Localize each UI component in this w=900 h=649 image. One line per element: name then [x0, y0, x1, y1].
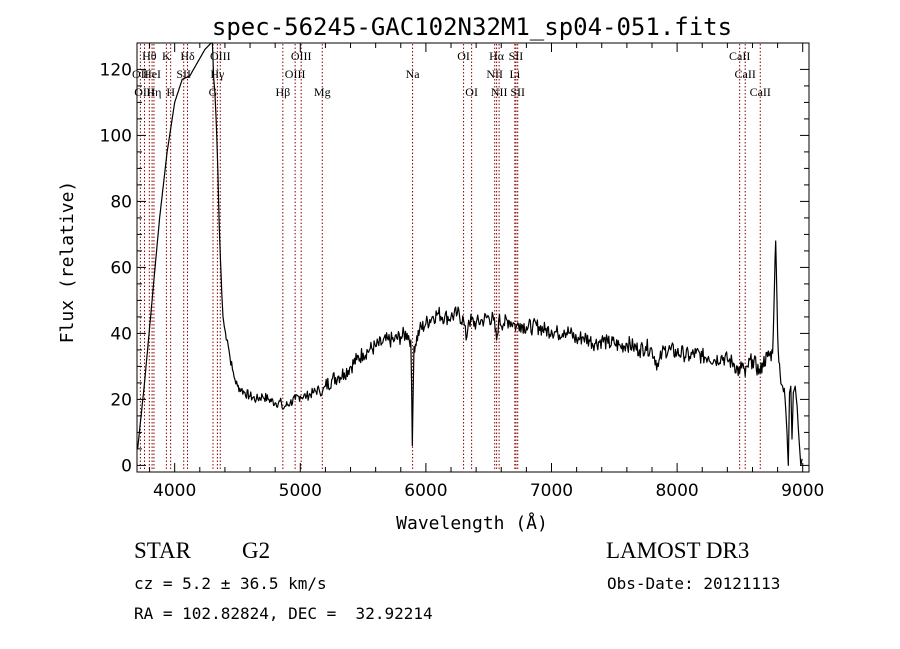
- line-label-20: SII: [509, 49, 524, 63]
- y-tick-label: 120: [100, 60, 132, 80]
- line-label-14: Hβ: [275, 85, 290, 99]
- spectrum-series-line: [137, 42, 803, 466]
- line-label-12: OIII: [291, 49, 312, 63]
- y-tick-label: 0: [121, 456, 132, 476]
- x-axis-label: Wavelength (Å): [396, 512, 548, 534]
- line-label-26: CaII: [735, 67, 756, 81]
- x-tick-label: 6000: [404, 481, 447, 501]
- line-label-5: K: [162, 49, 171, 63]
- object-type: STAR: [134, 538, 191, 563]
- line-label-11: G: [209, 85, 218, 99]
- line-label-2: HeI: [143, 67, 161, 81]
- y-tick-label: 100: [100, 126, 132, 146]
- x-tick-label: 8000: [655, 481, 698, 501]
- spectral-line-markers: [139, 44, 761, 471]
- line-label-6: H: [166, 85, 175, 99]
- coordinates-text: RA = 102.82824, DEC = 32.92214: [134, 604, 433, 623]
- y-axis-ticks: 0 20 40 60 80 100 120: [100, 60, 809, 476]
- survey-name: LAMOST DR3: [606, 538, 750, 563]
- x-tick-label: 4000: [153, 481, 196, 501]
- line-label-27: CaII: [750, 85, 771, 99]
- y-tick-label: 80: [110, 192, 132, 212]
- line-label-18: OI: [465, 85, 478, 99]
- line-label-0: Hθ: [142, 49, 157, 63]
- line-label-7: Hδ: [180, 49, 195, 63]
- chart-title: spec-56245-GAC102N32M1_sp04-051.fits: [212, 13, 732, 41]
- line-label-13: OIII: [285, 67, 306, 81]
- line-label-3: OIII: [134, 85, 155, 99]
- line-label-9: OIII: [210, 49, 231, 63]
- plot-frame: [136, 42, 810, 473]
- line-label-23: NII: [491, 85, 508, 99]
- y-tick-label: 60: [110, 258, 132, 278]
- x-axis-ticks: 4000 5000 6000 7000 8000 9000: [149, 43, 824, 501]
- y-axis-label: Flux (relative): [57, 181, 78, 344]
- x-tick-label: 9000: [781, 481, 824, 501]
- redshift-text: cz = 5.2 ± 36.5 km/s: [134, 574, 327, 593]
- line-label-21: NII: [486, 67, 503, 81]
- line-label-1: OII: [132, 67, 149, 81]
- y-tick-label: 20: [110, 390, 132, 410]
- y-tick-label: 40: [110, 324, 132, 344]
- x-tick-label: 5000: [279, 481, 322, 501]
- x-tick-label: 7000: [530, 481, 573, 501]
- line-label-22: Li: [509, 67, 520, 81]
- line-label-15: Mg: [314, 85, 331, 99]
- line-label-16: Na: [406, 67, 421, 81]
- obs-date-text: Obs-Date: 20121113: [607, 574, 781, 593]
- line-label-17: OI: [457, 49, 470, 63]
- line-label-24: SII: [510, 85, 525, 99]
- line-label-19: Hα: [489, 49, 505, 63]
- line-label-4: Hη: [146, 85, 161, 99]
- spectral-subclass: G2: [242, 538, 271, 563]
- line-label-25: CaII: [729, 49, 750, 63]
- line-label-10: Hγ: [210, 67, 225, 81]
